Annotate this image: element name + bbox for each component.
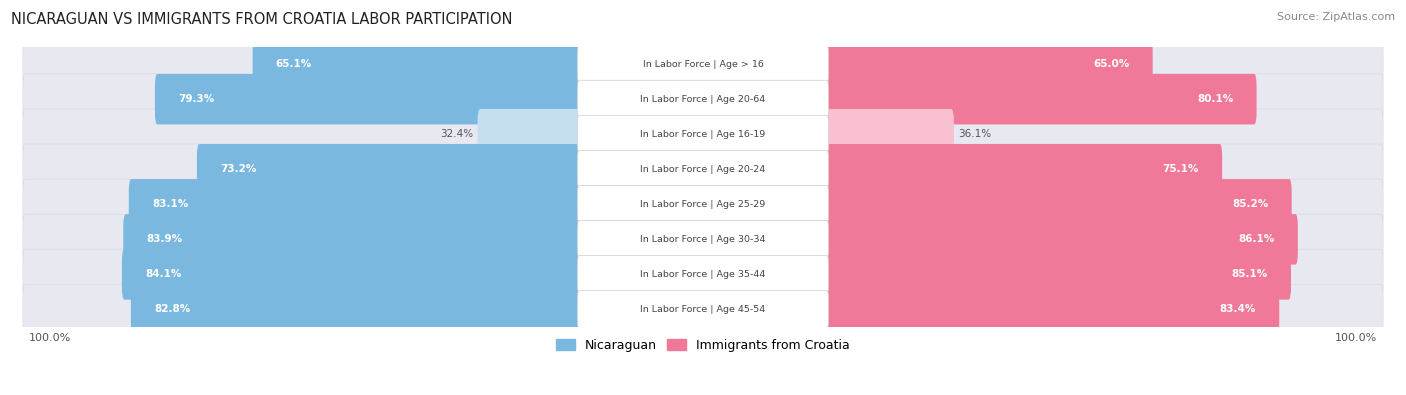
- FancyBboxPatch shape: [578, 80, 828, 118]
- FancyBboxPatch shape: [22, 144, 1384, 194]
- Text: 32.4%: 32.4%: [440, 129, 474, 139]
- Text: In Labor Force | Age > 16: In Labor Force | Age > 16: [643, 60, 763, 69]
- Text: 100.0%: 100.0%: [28, 333, 72, 343]
- FancyBboxPatch shape: [478, 109, 706, 160]
- FancyBboxPatch shape: [578, 150, 828, 188]
- Text: 85.1%: 85.1%: [1232, 269, 1268, 279]
- FancyBboxPatch shape: [22, 214, 1384, 265]
- Text: 83.1%: 83.1%: [152, 199, 188, 209]
- Text: 83.9%: 83.9%: [146, 234, 183, 245]
- FancyBboxPatch shape: [700, 74, 1257, 124]
- Text: 83.4%: 83.4%: [1220, 305, 1256, 314]
- FancyBboxPatch shape: [122, 249, 706, 300]
- Text: 82.8%: 82.8%: [155, 305, 190, 314]
- FancyBboxPatch shape: [578, 185, 828, 223]
- Text: 79.3%: 79.3%: [179, 94, 214, 104]
- Text: NICARAGUAN VS IMMIGRANTS FROM CROATIA LABOR PARTICIPATION: NICARAGUAN VS IMMIGRANTS FROM CROATIA LA…: [11, 12, 513, 27]
- FancyBboxPatch shape: [22, 179, 1384, 229]
- FancyBboxPatch shape: [578, 45, 828, 83]
- FancyBboxPatch shape: [700, 179, 1292, 229]
- Text: In Labor Force | Age 20-24: In Labor Force | Age 20-24: [640, 165, 766, 174]
- Legend: Nicaraguan, Immigrants from Croatia: Nicaraguan, Immigrants from Croatia: [551, 334, 855, 357]
- FancyBboxPatch shape: [700, 39, 1153, 89]
- FancyBboxPatch shape: [124, 214, 706, 265]
- Text: In Labor Force | Age 35-44: In Labor Force | Age 35-44: [640, 270, 766, 279]
- FancyBboxPatch shape: [131, 284, 706, 335]
- Text: 36.1%: 36.1%: [959, 129, 991, 139]
- Text: 65.0%: 65.0%: [1094, 59, 1129, 69]
- Text: In Labor Force | Age 16-19: In Labor Force | Age 16-19: [640, 130, 766, 139]
- FancyBboxPatch shape: [700, 284, 1279, 335]
- Text: In Labor Force | Age 30-34: In Labor Force | Age 30-34: [640, 235, 766, 244]
- FancyBboxPatch shape: [22, 39, 1384, 89]
- Text: 84.1%: 84.1%: [145, 269, 181, 279]
- FancyBboxPatch shape: [197, 144, 706, 194]
- FancyBboxPatch shape: [700, 214, 1298, 265]
- Text: 65.1%: 65.1%: [276, 59, 312, 69]
- Text: 80.1%: 80.1%: [1197, 94, 1233, 104]
- FancyBboxPatch shape: [22, 74, 1384, 124]
- FancyBboxPatch shape: [22, 109, 1384, 160]
- FancyBboxPatch shape: [700, 249, 1291, 300]
- Text: 100.0%: 100.0%: [1334, 333, 1378, 343]
- Text: 86.1%: 86.1%: [1239, 234, 1275, 245]
- FancyBboxPatch shape: [578, 220, 828, 258]
- FancyBboxPatch shape: [22, 284, 1384, 335]
- FancyBboxPatch shape: [253, 39, 706, 89]
- FancyBboxPatch shape: [129, 179, 706, 229]
- FancyBboxPatch shape: [700, 109, 953, 160]
- FancyBboxPatch shape: [155, 74, 706, 124]
- Text: In Labor Force | Age 45-54: In Labor Force | Age 45-54: [640, 305, 766, 314]
- FancyBboxPatch shape: [578, 115, 828, 153]
- Text: In Labor Force | Age 20-64: In Labor Force | Age 20-64: [640, 95, 766, 103]
- Text: 75.1%: 75.1%: [1163, 164, 1199, 174]
- FancyBboxPatch shape: [700, 144, 1222, 194]
- FancyBboxPatch shape: [578, 256, 828, 293]
- Text: 85.2%: 85.2%: [1232, 199, 1268, 209]
- Text: In Labor Force | Age 25-29: In Labor Force | Age 25-29: [640, 200, 766, 209]
- FancyBboxPatch shape: [22, 249, 1384, 300]
- FancyBboxPatch shape: [578, 290, 828, 328]
- Text: 73.2%: 73.2%: [219, 164, 256, 174]
- Text: Source: ZipAtlas.com: Source: ZipAtlas.com: [1277, 12, 1395, 22]
